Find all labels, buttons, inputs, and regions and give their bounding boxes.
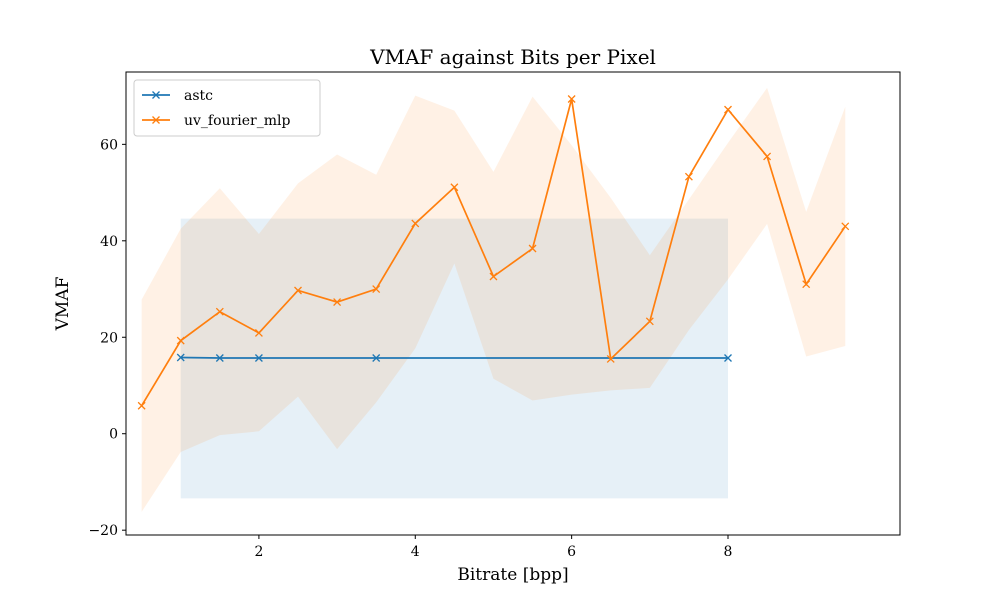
y-tick-label: 60: [100, 137, 118, 153]
y-tick-label: 40: [100, 234, 118, 250]
y-tick-label: 20: [100, 330, 118, 346]
x-tick-label: 8: [724, 544, 733, 560]
y-tick-label: 0: [109, 427, 118, 443]
legend-label: astc: [184, 88, 213, 104]
x-tick-label: 6: [567, 544, 576, 560]
y-tick-label: −20: [88, 523, 118, 539]
legend: astc uv_fourier_mlp: [134, 80, 320, 136]
x-tick-label: 2: [254, 544, 263, 560]
legend-label: uv_fourier_mlp: [184, 113, 290, 129]
chart-title: VMAF against Bits per Pixel: [369, 45, 656, 69]
confidence-bands: [142, 88, 846, 512]
uv-fourier-mlp-point: [725, 106, 732, 113]
y-axis-label: VMAF: [53, 276, 73, 331]
x-axis-label: Bitrate [bpp]: [457, 565, 568, 585]
x-tick-label: 4: [411, 544, 420, 560]
